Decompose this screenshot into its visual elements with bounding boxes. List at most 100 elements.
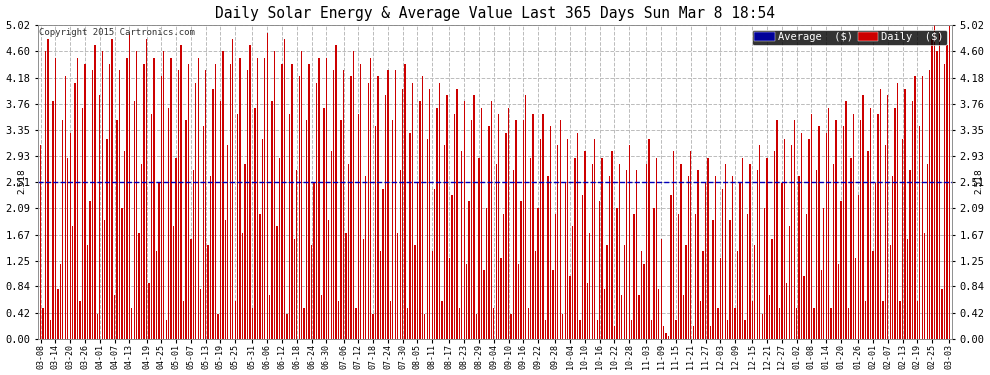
Bar <box>501 258 502 339</box>
Bar <box>150 114 152 339</box>
Bar <box>789 226 790 339</box>
Bar <box>370 58 371 339</box>
Bar <box>104 220 105 339</box>
Bar <box>256 58 258 339</box>
Bar <box>740 183 741 339</box>
Bar <box>126 58 128 339</box>
Bar <box>144 64 145 339</box>
Bar <box>609 176 610 339</box>
Bar <box>665 333 667 339</box>
Bar <box>54 58 56 339</box>
Bar <box>705 183 706 339</box>
Bar <box>242 232 244 339</box>
Bar <box>284 39 285 339</box>
Bar <box>862 95 864 339</box>
Bar <box>483 270 484 339</box>
Bar <box>99 95 100 339</box>
Bar <box>503 214 504 339</box>
Bar <box>899 302 901 339</box>
Bar <box>897 82 898 339</box>
Bar <box>533 114 534 339</box>
Bar <box>72 226 73 339</box>
Bar <box>313 183 315 339</box>
Bar <box>385 95 386 339</box>
Bar <box>84 64 86 339</box>
Bar <box>510 314 512 339</box>
Bar <box>530 158 532 339</box>
Bar <box>735 308 736 339</box>
Bar <box>650 320 652 339</box>
Bar <box>683 295 684 339</box>
Bar <box>412 82 413 339</box>
Bar <box>564 183 566 339</box>
Bar <box>875 183 876 339</box>
Bar <box>488 126 489 339</box>
Bar <box>730 220 731 339</box>
Bar <box>175 158 177 339</box>
Bar <box>639 295 640 339</box>
Bar <box>131 308 133 339</box>
Bar <box>200 289 201 339</box>
Bar <box>695 214 696 339</box>
Bar <box>136 51 138 339</box>
Bar <box>203 126 204 339</box>
Bar <box>289 114 290 339</box>
Bar <box>249 45 250 339</box>
Bar <box>323 108 325 339</box>
Bar <box>818 126 820 339</box>
Bar <box>808 139 810 339</box>
Bar <box>178 70 179 339</box>
Bar <box>148 283 149 339</box>
Bar <box>584 152 585 339</box>
Bar <box>943 64 945 339</box>
Bar <box>774 152 775 339</box>
Bar <box>543 114 544 339</box>
Bar <box>193 170 194 339</box>
Bar <box>97 314 98 339</box>
Bar <box>326 58 327 339</box>
Bar <box>451 195 452 339</box>
Bar <box>645 164 647 339</box>
Bar <box>690 152 691 339</box>
Bar <box>880 89 881 339</box>
Bar <box>784 139 785 339</box>
Bar <box>547 176 548 339</box>
Bar <box>821 270 822 339</box>
Bar <box>717 308 719 339</box>
Bar <box>634 214 635 339</box>
Bar <box>833 164 835 339</box>
Bar <box>375 126 376 339</box>
Bar <box>87 245 88 339</box>
Bar <box>725 164 726 339</box>
Bar <box>927 164 928 339</box>
Bar <box>240 58 241 339</box>
Bar <box>602 158 603 339</box>
Bar <box>419 101 421 339</box>
Bar <box>50 320 51 339</box>
Bar <box>932 39 933 339</box>
Bar <box>934 25 936 339</box>
Bar <box>727 320 729 339</box>
Bar <box>417 183 418 339</box>
Bar <box>890 245 891 339</box>
Bar <box>57 289 58 339</box>
Bar <box>776 120 777 339</box>
Bar <box>882 302 883 339</box>
Text: 2.518: 2.518 <box>17 169 27 194</box>
Bar <box>515 120 517 339</box>
Bar <box>831 308 832 339</box>
Bar <box>163 51 164 339</box>
Bar <box>160 76 162 339</box>
Bar <box>299 76 300 339</box>
Bar <box>912 101 913 339</box>
Bar <box>266 33 268 339</box>
Bar <box>331 152 332 339</box>
Bar <box>347 164 349 339</box>
Bar <box>594 139 595 339</box>
Bar <box>828 108 830 339</box>
Bar <box>190 239 191 339</box>
Bar <box>225 220 226 339</box>
Bar <box>217 314 219 339</box>
Bar <box>183 302 184 339</box>
Bar <box>569 276 571 339</box>
